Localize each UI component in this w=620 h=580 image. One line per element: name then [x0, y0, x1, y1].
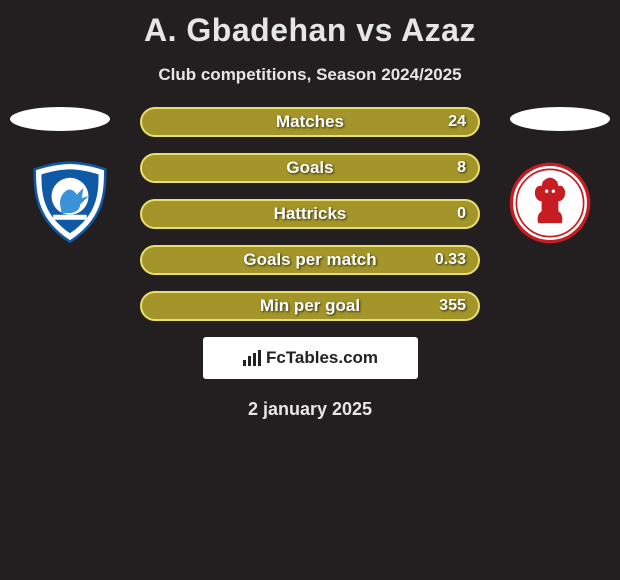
page-title: A. Gbadehan vs Azaz [0, 0, 620, 49]
stat-bar-label: Min per goal [260, 296, 360, 316]
player-ellipse-right [510, 107, 610, 131]
chart-icon [242, 349, 262, 367]
club-badge-left [20, 161, 120, 245]
middlesbrough-badge-icon [500, 161, 600, 245]
stat-bar: Min per goal 355 [140, 291, 480, 321]
club-badge-right [500, 161, 600, 245]
date-text: 2 january 2025 [0, 399, 620, 420]
stat-bar-value: 24 [448, 113, 466, 131]
stat-bar-value: 0.33 [435, 251, 466, 269]
stat-bar-value: 8 [457, 159, 466, 177]
cardiff-badge-icon [20, 161, 120, 245]
stat-bar-label: Matches [276, 112, 344, 132]
stat-bar: Goals 8 [140, 153, 480, 183]
stat-bars: Matches 24 Goals 8 Hattricks 0 Goals per match… [140, 107, 480, 321]
brand-text: FcTables.com [266, 348, 378, 368]
infographic-container: A. Gbadehan vs Azaz Club competitions, S… [0, 0, 620, 580]
player-ellipse-left [10, 107, 110, 131]
subtitle: Club competitions, Season 2024/2025 [0, 65, 620, 85]
stat-bar: Hattricks 0 [140, 199, 480, 229]
stat-bar-label: Goals [286, 158, 333, 178]
stat-bar-value: 0 [457, 205, 466, 223]
main-area: Matches 24 Goals 8 Hattricks 0 Goals per match… [0, 107, 620, 420]
stat-bar: Matches 24 [140, 107, 480, 137]
brand-footer: FcTables.com [203, 337, 418, 379]
stat-bar-value: 355 [439, 297, 466, 315]
stat-bar-label: Hattricks [274, 204, 347, 224]
stat-bar: Goals per match 0.33 [140, 245, 480, 275]
stat-bar-label: Goals per match [243, 250, 376, 270]
